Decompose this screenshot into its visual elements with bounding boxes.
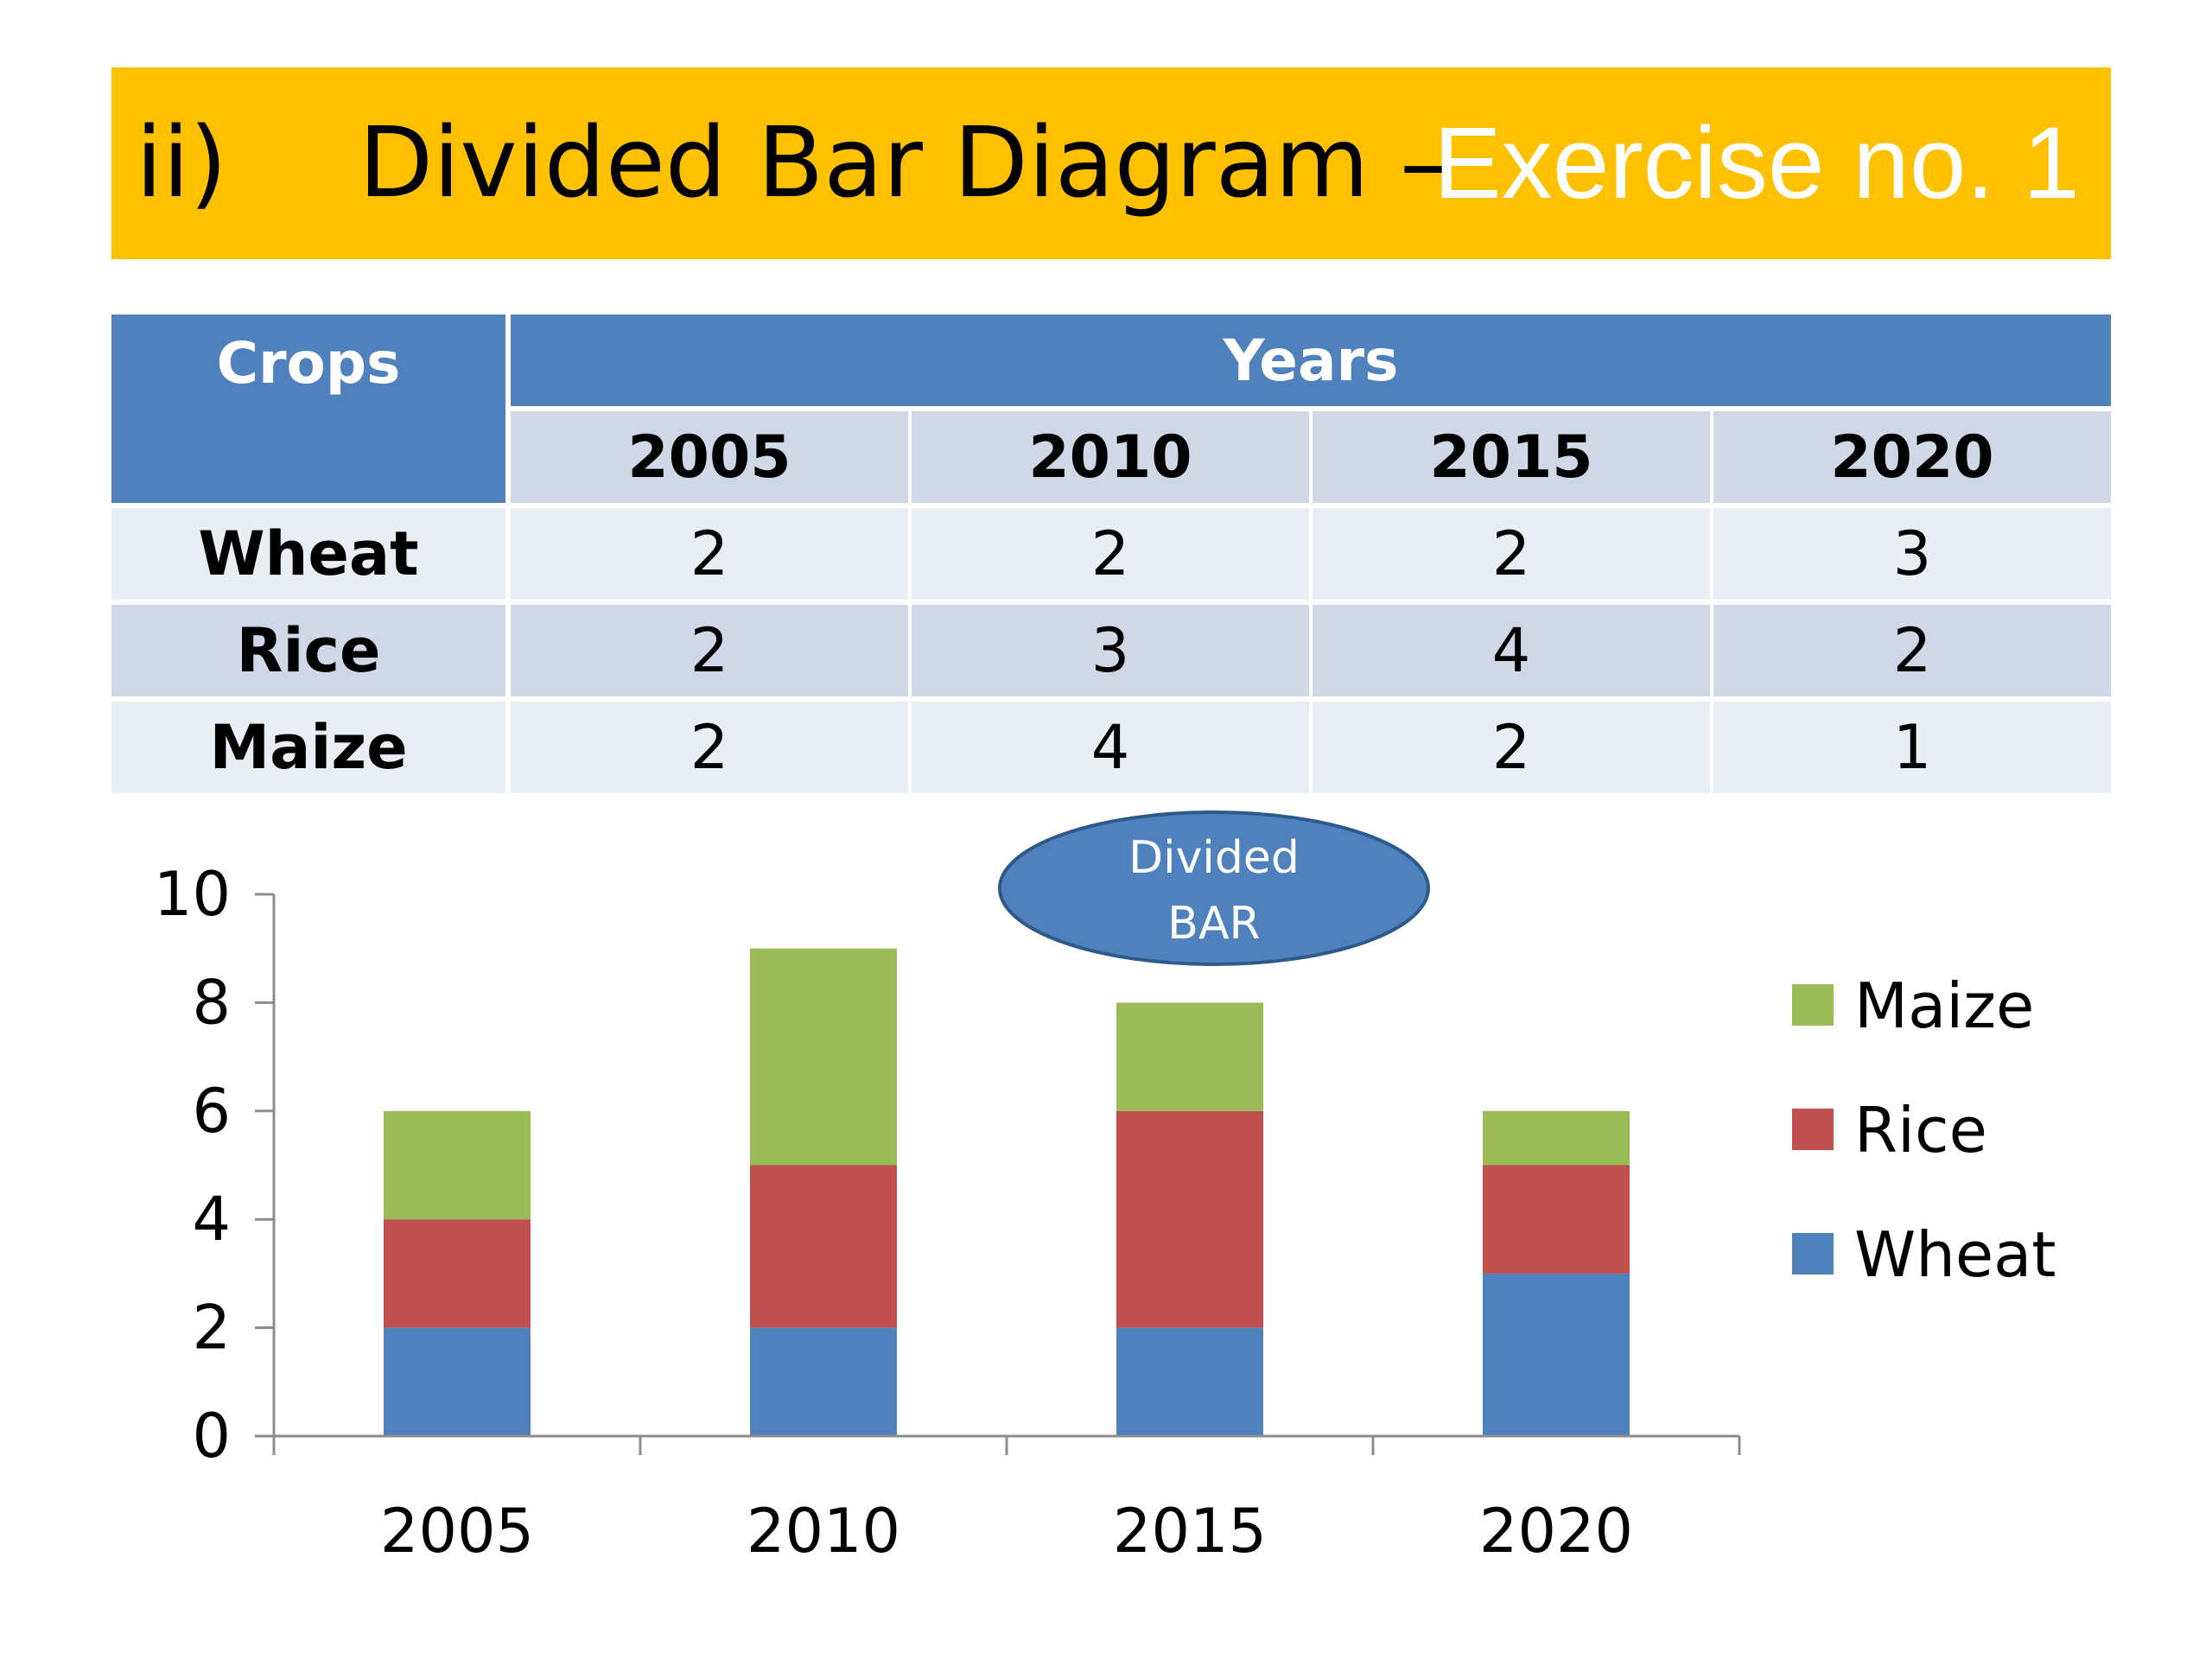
y-tick-label: 2: [192, 1293, 231, 1363]
x-tick-label: 2005: [380, 1496, 534, 1567]
table-header-years: Years: [511, 315, 2111, 406]
table-cell: 2: [1313, 508, 1710, 600]
y-tick-label: 10: [154, 859, 231, 930]
bar-maize-2005: [384, 1110, 531, 1220]
legend-swatch-rice: [1792, 1109, 1834, 1150]
table-year-2005: 2005: [511, 411, 908, 503]
bar-wheat-2010: [750, 1327, 897, 1436]
table-cell: 2: [1713, 605, 2111, 696]
legend-swatch-wheat: [1792, 1233, 1834, 1274]
legend-label-maize: Maize: [1854, 969, 2034, 1042]
callout-ellipse: [998, 810, 1430, 966]
legend-label-rice: Rice: [1854, 1094, 1987, 1166]
legend-swatch-maize: [1792, 984, 1834, 1026]
y-tick-label: 6: [192, 1076, 231, 1147]
bar-maize-2010: [750, 948, 897, 1166]
callout-line2: BAR: [1167, 898, 1260, 950]
data-table: Crops Years 2005 2010 2015 2020 Wheat 2 …: [111, 315, 2111, 797]
title-number: ii): [136, 107, 227, 219]
table-cell: 4: [1313, 605, 1710, 696]
title-accent: Exercise no. 1: [1433, 106, 2080, 220]
bar-rice-2005: [384, 1219, 531, 1328]
bar-wheat-2015: [1116, 1327, 1263, 1436]
bar-wheat-2020: [1483, 1273, 1630, 1436]
bar-rice-2020: [1483, 1165, 1630, 1274]
legend: Maize Rice Wheat: [1792, 969, 2056, 1291]
title-bar: ii) Divided Bar Diagram – Exercise no. 1: [111, 67, 2111, 259]
table-header-crops: Crops: [111, 315, 505, 503]
table-cell: 4: [912, 702, 1309, 793]
callout-line1: Divided: [1128, 832, 1300, 884]
bar-rice-2015: [1116, 1110, 1263, 1328]
legend-label-wheat: Wheat: [1854, 1218, 2056, 1291]
table-cell: 2: [511, 508, 908, 600]
table-row-label-rice: Rice: [111, 605, 505, 696]
table-year-2010: 2010: [912, 411, 1309, 503]
bars-group: [384, 948, 1630, 1436]
bar-maize-2015: [1116, 1002, 1263, 1111]
y-tick-label: 8: [192, 967, 231, 1038]
table-cell: 3: [1713, 508, 2111, 600]
x-tick-label: 2010: [747, 1496, 900, 1567]
bar-maize-2020: [1483, 1110, 1630, 1166]
title-main: Divided Bar Diagram –: [359, 107, 1449, 219]
bar-wheat-2005: [384, 1327, 531, 1436]
table-row-label-wheat: Wheat: [111, 508, 505, 600]
table-cell: 2: [511, 702, 908, 793]
x-tick-label: 2015: [1113, 1496, 1267, 1567]
table-year-2015: 2015: [1313, 411, 1710, 503]
table-row-label-maize: Maize: [111, 702, 505, 793]
table-cell: 2: [1313, 702, 1710, 793]
table-cell: 3: [912, 605, 1309, 696]
table-cell: 2: [511, 605, 908, 696]
bar-rice-2010: [750, 1165, 897, 1328]
x-tick-label: 2020: [1479, 1496, 1633, 1567]
callout: Divided BAR: [998, 810, 1430, 966]
table-cell: 1: [1713, 702, 2111, 793]
y-tick-label: 0: [192, 1401, 231, 1471]
table-year-2020: 2020: [1713, 411, 2111, 503]
y-tick-label: 4: [192, 1184, 231, 1255]
axes-group: 0 2 4 6 8 10 2005 2010 2015 2020: [154, 859, 1741, 1567]
table-cell: 2: [912, 508, 1309, 600]
